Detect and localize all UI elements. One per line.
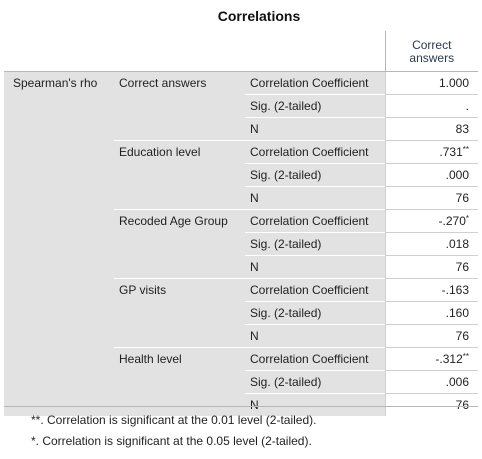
table-title: Correlations <box>217 8 301 24</box>
statistic-label: Correlation Coefficient <box>245 209 385 233</box>
statistic-label: Sig. (2-tailed) <box>245 301 385 325</box>
value-text: .000 <box>445 168 469 182</box>
table-row: Spearman's rho Correct answers Correlation… <box>4 71 478 416</box>
table-row: Education level Correlation Coefficient .7… <box>4 140 478 210</box>
table-row: Sig. (2-tailed) .000 <box>4 163 478 187</box>
variable-label: Health level <box>114 347 245 416</box>
value-cell: .018 <box>384 232 478 256</box>
table-row: Sig. (2-tailed) .006 <box>4 370 478 394</box>
value-text: 76 <box>455 329 469 343</box>
variable-label: Correct answers <box>114 71 245 141</box>
variable-label: Recoded Age Group <box>114 209 245 279</box>
value-cell: .000 <box>384 163 478 187</box>
table-row: N 76 <box>4 393 478 416</box>
value-text: -.312 <box>435 352 463 366</box>
value-text: -.270 <box>438 214 466 228</box>
value-cell: .731** <box>384 140 478 164</box>
statistic-label: Sig. (2-tailed) <box>245 370 385 394</box>
table-row: N 76 <box>4 186 478 210</box>
footnote-2: *. Correlation is significant at the 0.0… <box>31 434 312 448</box>
table-row: N 83 <box>4 117 478 141</box>
table-row: Sig. (2-tailed). <box>4 94 478 118</box>
statistic-label: Correlation Coefficient <box>245 71 385 95</box>
variable-label: GP visits <box>114 278 245 348</box>
footnote-1: **. Correlation is significant at the 0.… <box>31 413 317 427</box>
method-label: Spearman's rho <box>4 71 114 416</box>
value-text: 76 <box>455 398 469 412</box>
variable-label: Education level <box>114 140 245 210</box>
value-cell: . <box>384 94 478 118</box>
value-cell: .006 <box>384 370 478 394</box>
table-bottom-border <box>4 406 478 407</box>
table-row: N 76 <box>4 324 478 348</box>
value-text: 76 <box>455 191 469 205</box>
header-row: Correct answers <box>4 31 478 72</box>
value-cell: -.163 <box>384 278 478 302</box>
statistic-label: N <box>245 393 385 416</box>
column-header: Correct answers <box>384 31 478 72</box>
value-text: -.163 <box>441 283 469 297</box>
value-cell: 76 <box>384 186 478 210</box>
value-text: 1.000 <box>438 76 469 90</box>
table-row: Health level Correlation Coefficient -.312… <box>4 347 478 416</box>
significance-marker: * <box>465 214 469 223</box>
significance-marker: ** <box>462 352 469 361</box>
statistic-label: Sig. (2-tailed) <box>245 232 385 256</box>
value-text: .006 <box>445 375 469 389</box>
table-row: Recoded Age Group Correlation Coefficient… <box>4 209 478 279</box>
significance-marker: ** <box>462 145 469 154</box>
value-cell: 76 <box>384 255 478 279</box>
value-cell: .160 <box>384 301 478 325</box>
column-header-line-2: answers <box>409 51 455 65</box>
statistic-label: Correlation Coefficient <box>245 347 385 371</box>
statistic-label: Sig. (2-tailed) <box>245 163 385 187</box>
value-cell: 1.000 <box>384 71 478 95</box>
value-text: . <box>465 99 469 113</box>
value-text: 83 <box>455 122 469 136</box>
statistic-label: N <box>245 186 385 210</box>
value-text: .018 <box>445 237 469 251</box>
table-row: GP visits Correlation Coefficient -.163 <box>4 278 478 348</box>
column-header-line-1: Correct <box>412 38 452 52</box>
value-cell: -.270* <box>384 209 478 233</box>
table-row: Sig. (2-tailed) .018 <box>4 232 478 256</box>
statistic-label: N <box>245 324 385 348</box>
value-text: .731 <box>439 145 463 159</box>
correlations-table: Correct answers Spearman's rho Correct an… <box>4 31 478 416</box>
value-text: 76 <box>455 260 469 274</box>
value-cell: 76 <box>384 324 478 348</box>
statistic-label: N <box>245 117 385 141</box>
statistic-label: N <box>245 255 385 279</box>
statistic-label: Correlation Coefficient <box>245 278 385 302</box>
table-row: N 76 <box>4 255 478 279</box>
value-cell: 76 <box>384 393 478 416</box>
value-cell: -.312** <box>384 347 478 371</box>
statistic-label: Correlation Coefficient <box>245 140 385 164</box>
value-text: .160 <box>445 306 469 320</box>
table-row: Sig. (2-tailed) .160 <box>4 301 478 325</box>
statistic-label: Sig. (2-tailed) <box>245 94 385 118</box>
value-cell: 83 <box>384 117 478 141</box>
